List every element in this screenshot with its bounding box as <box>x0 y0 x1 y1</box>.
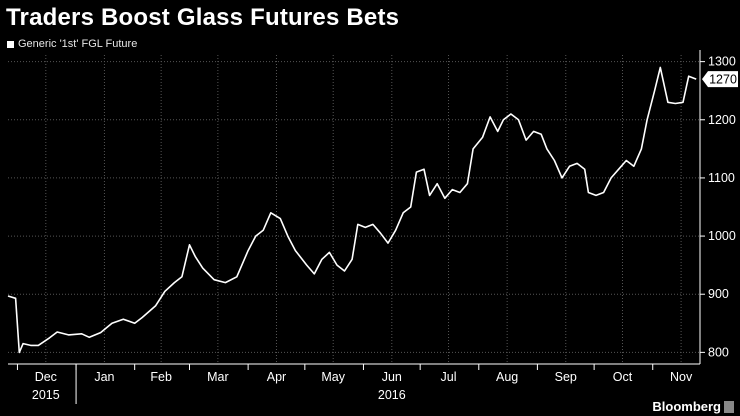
last-value-label: 1270 <box>709 73 737 87</box>
bloomberg-logo: Bloomberg <box>652 399 734 414</box>
legend-label: Generic '1st' FGL Future <box>18 38 138 50</box>
chart-legend: Generic '1st' FGL Future <box>7 38 137 50</box>
x-tick-label: Feb <box>150 370 172 384</box>
x-tick-label: May <box>321 370 345 384</box>
x-tick-label: Nov <box>670 370 693 384</box>
x-tick-label: Dec <box>35 370 57 384</box>
x-tick-label: Sep <box>555 370 577 384</box>
logo-text: Bloomberg <box>652 399 721 414</box>
chart-title: Traders Boost Glass Futures Bets <box>6 4 400 31</box>
y-tick-label: 1200 <box>708 113 736 127</box>
year-label: 2016 <box>378 388 406 402</box>
y-tick-label: 1300 <box>708 55 736 69</box>
logo-badge-icon <box>724 400 734 413</box>
x-tick-label: Mar <box>207 370 229 384</box>
x-tick-label: Aug <box>496 370 518 384</box>
y-tick-label: 1100 <box>708 171 735 185</box>
x-tick-label: Jan <box>94 370 114 384</box>
x-tick-label: Jun <box>382 370 402 384</box>
last-value-badge <box>702 71 738 88</box>
series-line <box>7 66 697 354</box>
y-tick-label: 1000 <box>708 229 736 243</box>
y-tick-label: 800 <box>708 345 729 359</box>
legend-swatch <box>7 40 14 48</box>
year-label: 2015 <box>32 388 60 402</box>
y-tick-label: 900 <box>708 287 729 301</box>
x-tick-label: Jul <box>441 370 457 384</box>
x-tick-label: Oct <box>613 370 633 384</box>
x-tick-label: Apr <box>267 370 286 384</box>
